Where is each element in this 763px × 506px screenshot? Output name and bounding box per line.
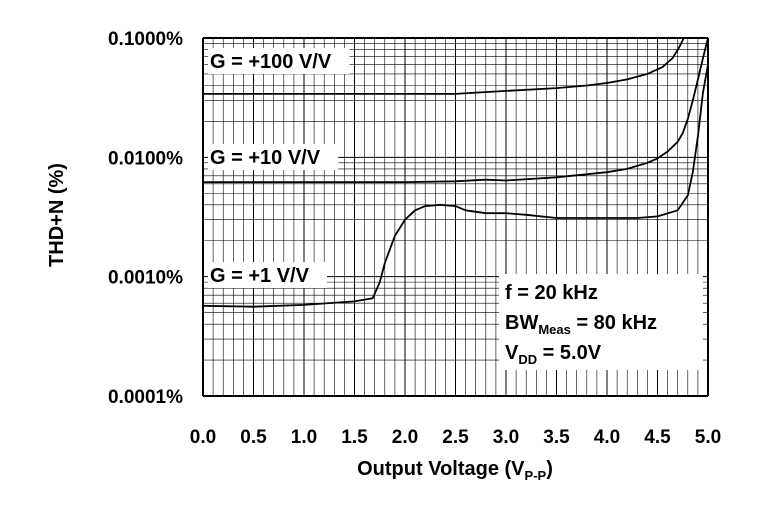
series-label: G = +10 V/V [210, 147, 321, 169]
x-tick-label: 4.0 [594, 427, 620, 448]
x-tick-label: 3.0 [493, 427, 519, 448]
conditions-box [499, 274, 703, 370]
x-tick-label: 5.0 [695, 427, 721, 448]
x-tick-label: 4.5 [644, 427, 671, 448]
condition-bandwidth: BWMeas = 80 kHz [505, 312, 657, 337]
x-tick-label: 0.0 [190, 427, 216, 448]
y-tick-label: 0.0010% [108, 268, 183, 289]
condition-supply: VDD = 5.0V [505, 342, 602, 367]
x-tick-label: 2.0 [392, 427, 418, 448]
y-tick-label: 0.1000% [108, 29, 183, 50]
series-label: G = +1 V/V [210, 265, 310, 287]
y-tick-label: 0.0001% [108, 387, 183, 408]
series-line-1 [203, 37, 685, 95]
chart-curves [202, 37, 709, 308]
series-labels: G = +100 V/V G = +10 V/V G = +1 V/V [208, 48, 350, 288]
y-axis-title: THD+N (%) [46, 163, 68, 267]
test-conditions: f = 20 kHz BWMeas = 80 kHz VDD = 5.0V [499, 274, 703, 370]
tick-labels: 0.0 0.5 1.0 1.5 2.0 2.5 3.0 3.5 4.0 4.5 5.0 0.0001%… [108, 29, 721, 448]
x-tick-label: 1.5 [341, 427, 368, 448]
x-tick-label: 2.5 [442, 427, 469, 448]
x-tick-label: 3.5 [543, 427, 570, 448]
series-label: G = +100 V/V [210, 51, 332, 73]
series-label-bg [208, 144, 339, 170]
x-axis-title: Output Voltage (VP-P) [357, 458, 553, 483]
x-tick-label: 0.5 [240, 427, 267, 448]
series-label-bg [208, 262, 327, 288]
condition-frequency: f = 20 kHz [505, 282, 598, 304]
series-line-2 [203, 37, 709, 183]
x-tick-label: 1.0 [291, 427, 317, 448]
series-label-bg [208, 48, 350, 74]
y-tick-label: 0.0100% [108, 148, 183, 169]
series-line-3 [202, 64, 709, 308]
